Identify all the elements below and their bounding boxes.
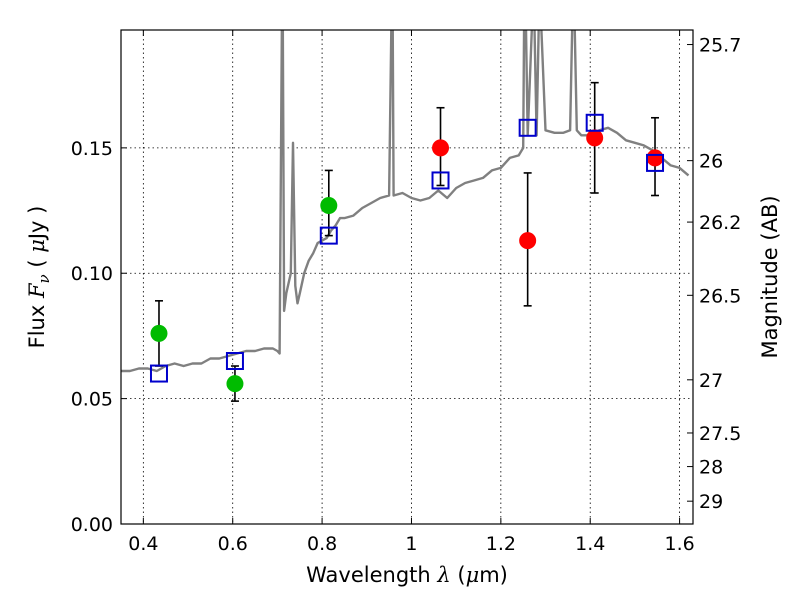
y-axis-label: Flux Fν ( μJy )	[25, 206, 53, 349]
y2-tick-label: 25.7	[699, 35, 741, 57]
x-tick-label: 0.6	[218, 533, 248, 555]
observed-flux-point	[519, 232, 537, 250]
x-tick-label: 0.8	[307, 533, 337, 555]
y2-tick-label: 28	[699, 457, 723, 479]
x-tick-label: 1	[405, 533, 417, 555]
x-tick-label: 0.4	[128, 533, 158, 555]
model-photometry-square	[518, 118, 537, 137]
y2-tick-label: 26	[699, 151, 723, 173]
x-axis-ticks: 0.4 0.6 0.8 1 1.2 1.4 1.6	[128, 30, 695, 555]
observed-flux-point	[320, 197, 338, 215]
square-marker-layer	[149, 113, 665, 383]
observed-flux-point	[586, 129, 604, 147]
y2-tick-label: 26.2	[699, 212, 741, 234]
spectrum-layer	[121, 30, 690, 373]
y2-tick-label: 27	[699, 370, 723, 392]
y2-tick-label: 26.5	[699, 285, 741, 307]
x-tick-label: 1.4	[575, 533, 605, 555]
model-photometry-square	[646, 153, 665, 172]
spectrum-line	[121, 30, 690, 373]
y-tick-label: 0.10	[71, 263, 113, 285]
plot-area	[121, 30, 693, 524]
y-tick-label: 0.00	[71, 514, 113, 536]
model-photometry-square	[319, 226, 338, 245]
observed-flux-point	[646, 149, 664, 167]
x-axis-label: Wavelength λ (μm)	[306, 563, 508, 587]
y2-tick-label: 29	[699, 491, 723, 513]
model-photometry-square	[431, 171, 450, 190]
y2-tick-label: 27.5	[699, 423, 741, 445]
y-axis-ticks: 0.00 0.05 0.10 0.15	[71, 138, 127, 536]
observed-flux-point	[432, 139, 450, 157]
model-photometry-square	[149, 364, 168, 383]
observed-flux-point	[150, 324, 168, 342]
model-photometry-square	[225, 352, 244, 371]
observed-flux-point	[226, 375, 244, 393]
y2-axis-label: Magnitude (AB)	[758, 195, 782, 358]
x-tick-label: 1.2	[486, 533, 516, 555]
plot-frame	[120, 29, 694, 525]
y-tick-label: 0.15	[71, 138, 113, 160]
y2-axis-ticks: 25.7 26 26.2 26.5 27 27.5 28 29	[687, 35, 741, 513]
y-tick-label: 0.05	[71, 389, 113, 411]
model-photometry-square	[585, 113, 604, 132]
x-tick-label: 1.6	[664, 533, 694, 555]
